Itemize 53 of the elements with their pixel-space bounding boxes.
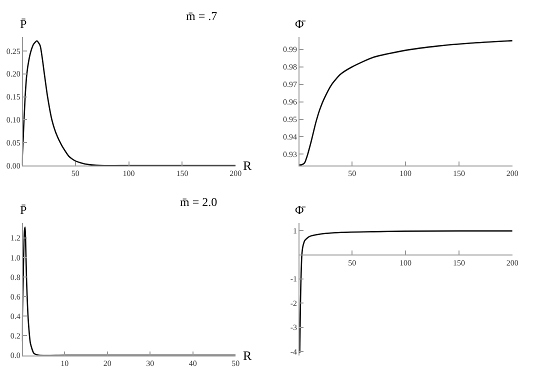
y-tick-label: 0.25 xyxy=(6,46,20,56)
y-tick-label: 0.4 xyxy=(10,312,20,321)
y-tick-label: 0.8 xyxy=(10,272,20,282)
y-tick-label: -3 xyxy=(290,323,298,332)
x-tick-label: 100 xyxy=(122,169,135,178)
x-tick-label: 150 xyxy=(452,258,465,268)
y-tick-label: 1.0 xyxy=(10,253,20,262)
y-tick-label: 0.2 xyxy=(10,332,20,340)
y-tick-label: 0.94 xyxy=(283,132,298,142)
line-series xyxy=(298,40,512,166)
y-tick-label: -1 xyxy=(290,274,298,284)
x-tick-label: 50 xyxy=(348,258,356,268)
y-tick-label: 0.96 xyxy=(283,98,298,107)
x-tick-label: 30 xyxy=(146,358,154,368)
x-tick-label: 150 xyxy=(176,169,188,178)
y-axis-title: P̄ xyxy=(20,17,27,31)
chart-title: m̄ = .7 xyxy=(186,9,218,23)
x-tick-label: 50 xyxy=(71,169,80,178)
y-tick-label: 0.93 xyxy=(283,150,298,159)
y-tick-label: 0.00 xyxy=(6,161,20,170)
y-tick-label: -2 xyxy=(290,298,298,308)
y-tick-label: 0.0 xyxy=(10,351,20,360)
y-tick-label: 0.05 xyxy=(6,138,20,148)
x-tick-label: 10 xyxy=(60,358,69,368)
y-tick-label: 0.97 xyxy=(283,80,298,90)
chart-title: m̄ = 2.0 xyxy=(180,195,218,209)
y-tick-label: 0.10 xyxy=(6,116,20,124)
line-series xyxy=(22,226,236,356)
y-tick-label: 1.2 xyxy=(10,234,20,243)
x-tick-label: 20 xyxy=(103,358,112,368)
y-tick-label: 0.6 xyxy=(10,292,20,302)
y-axis-title: Φ̄ xyxy=(295,17,306,31)
y-tick-label: 0.15 xyxy=(6,92,20,102)
x-tick-label: 50 xyxy=(232,358,240,368)
x-axis-title: R xyxy=(243,348,252,363)
y-axis-title: P̄ xyxy=(20,203,27,217)
line-series xyxy=(22,40,236,166)
x-tick-label: 150 xyxy=(452,169,465,178)
x-axis-title: R xyxy=(243,158,252,173)
y-tick-label: -4 xyxy=(290,347,298,356)
x-tick-label: 200 xyxy=(230,169,242,178)
y-tick-label: 0.20 xyxy=(6,70,20,79)
y-tick-label: 0.98 xyxy=(283,62,298,72)
x-tick-label: 50 xyxy=(348,169,356,178)
y-tick-label: 0.99 xyxy=(283,45,298,54)
x-tick-label: 100 xyxy=(400,169,412,178)
y-axis-title: Φ̄ xyxy=(295,203,306,217)
y-tick-label: 0.95 xyxy=(283,115,298,124)
x-tick-label: 200 xyxy=(506,258,518,268)
x-tick-label: 200 xyxy=(506,169,518,178)
x-tick-label: 40 xyxy=(188,358,197,368)
y-tick-label: 1 xyxy=(293,226,298,236)
x-tick-label: 100 xyxy=(400,258,412,268)
